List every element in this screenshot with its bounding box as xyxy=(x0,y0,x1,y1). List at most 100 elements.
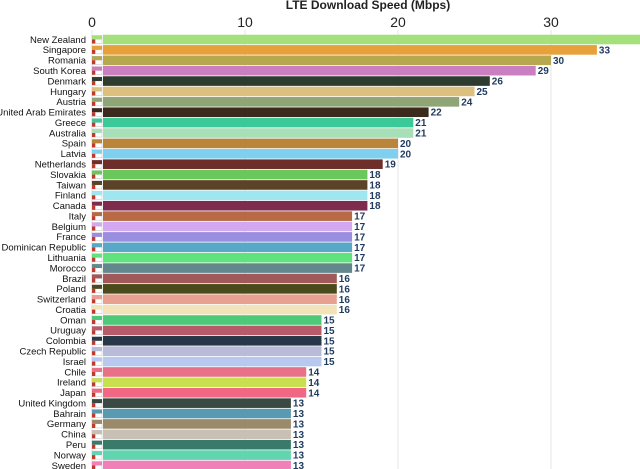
flag-icon xyxy=(91,430,103,439)
bar xyxy=(103,107,429,118)
flag-icon xyxy=(91,346,103,356)
category-label: Croatia xyxy=(55,305,86,316)
flag-icon xyxy=(91,315,103,325)
value-label: 15 xyxy=(324,336,336,347)
category-label: Japan xyxy=(60,388,86,399)
flag-icon xyxy=(91,305,103,314)
value-label: 22 xyxy=(431,108,443,119)
category-label: Slovakia xyxy=(50,170,87,181)
flag-icon xyxy=(91,398,103,408)
category-label: United Arab Emirates xyxy=(0,108,86,119)
category-label: Dominican Republic xyxy=(2,243,87,254)
bar xyxy=(103,97,460,107)
value-label: 13 xyxy=(293,451,305,462)
x-tick-label: 30 xyxy=(543,14,559,30)
bar xyxy=(103,367,307,377)
value-label: 14 xyxy=(308,378,320,389)
category-label: Canada xyxy=(53,201,87,212)
flag-icon xyxy=(91,97,103,107)
category-label: Denmark xyxy=(47,76,86,87)
bar xyxy=(103,398,291,408)
bar xyxy=(103,304,337,315)
flag-icon xyxy=(91,388,103,398)
flag-icon xyxy=(91,450,103,460)
category-label: Bahrain xyxy=(53,409,86,420)
flag-icon xyxy=(91,295,103,304)
bar xyxy=(103,76,490,86)
bar xyxy=(103,252,353,263)
bar xyxy=(103,377,307,388)
flag-icon xyxy=(91,66,103,75)
flag-icon xyxy=(91,107,103,117)
value-label: 21 xyxy=(415,118,427,129)
value-label: 13 xyxy=(293,399,305,410)
chart-title: LTE Download Speed (Mbps) xyxy=(286,0,450,12)
bar xyxy=(103,190,368,201)
value-label: 17 xyxy=(354,253,366,264)
flag-icon xyxy=(91,274,103,283)
value-label: 15 xyxy=(324,326,336,337)
flag-icon xyxy=(91,76,103,86)
category-label: Czech Republic xyxy=(19,347,86,358)
flag-icon xyxy=(91,378,103,387)
value-label: 14 xyxy=(308,388,320,399)
flag-icon xyxy=(91,461,103,469)
flag-icon xyxy=(91,222,103,231)
value-label: 13 xyxy=(293,409,305,420)
category-label: Taiwan xyxy=(56,180,86,191)
bar xyxy=(103,200,368,211)
category-label: Netherlands xyxy=(35,159,86,170)
bar xyxy=(103,273,337,284)
flag-icon xyxy=(91,118,103,127)
category-label: Poland xyxy=(56,284,86,295)
flag-icon xyxy=(91,56,103,65)
value-label: 15 xyxy=(324,316,336,327)
x-tick-label: 10 xyxy=(237,14,253,30)
category-label: Latvia xyxy=(61,149,87,160)
value-label: 17 xyxy=(354,212,366,223)
flag-icon xyxy=(91,326,103,335)
flag-icon xyxy=(91,409,103,418)
category-label: Finland xyxy=(55,191,86,202)
flag-icon xyxy=(91,336,103,346)
flag-icon xyxy=(91,149,103,159)
bar xyxy=(103,148,398,159)
flag-icon xyxy=(91,211,103,221)
bar xyxy=(103,232,353,242)
category-label: Romania xyxy=(48,56,87,67)
value-label: 17 xyxy=(354,243,366,254)
x-tick-label: 20 xyxy=(390,14,406,30)
bar xyxy=(103,294,337,305)
value-label: 13 xyxy=(293,440,305,451)
flag-icon xyxy=(91,253,103,262)
category-label: Peru xyxy=(66,440,86,451)
bars xyxy=(103,34,640,469)
bar xyxy=(103,387,307,398)
bar xyxy=(103,117,414,128)
value-label: 17 xyxy=(354,232,366,243)
value-label: 18 xyxy=(369,180,381,191)
bar xyxy=(103,55,551,66)
bar xyxy=(103,356,322,367)
bar xyxy=(103,180,368,190)
bar xyxy=(103,450,291,460)
category-label: Israel xyxy=(63,357,86,368)
category-label: Singapore xyxy=(43,45,86,56)
bar xyxy=(103,45,597,55)
category-label: Switzerland xyxy=(37,295,86,306)
category-label: Uruguay xyxy=(50,326,86,337)
bar xyxy=(103,325,322,336)
bar xyxy=(103,159,383,169)
bar xyxy=(103,169,368,180)
category-label: Ireland xyxy=(57,378,86,389)
value-label: 20 xyxy=(400,149,412,160)
category-label: Oman xyxy=(60,315,86,326)
value-label: 16 xyxy=(339,295,351,306)
bar xyxy=(103,263,353,273)
value-label: 16 xyxy=(339,274,351,285)
value-label: 15 xyxy=(324,357,336,368)
bar xyxy=(103,86,475,97)
flag-icon xyxy=(91,159,103,169)
